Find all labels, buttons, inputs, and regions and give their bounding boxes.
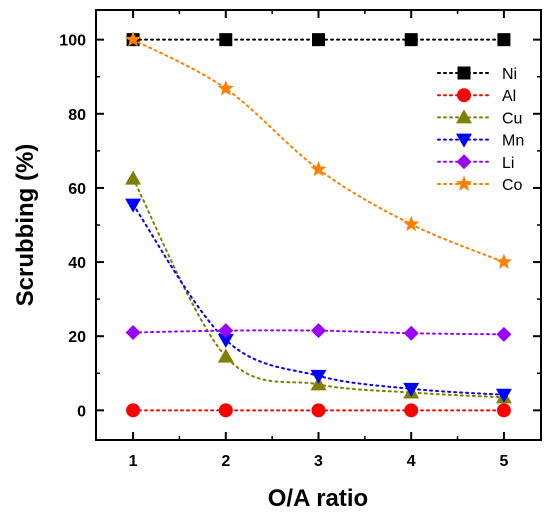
data-point-co xyxy=(125,31,142,47)
data-point-ni xyxy=(219,33,233,47)
y-tick-label: 0 xyxy=(77,403,86,420)
data-point-co xyxy=(495,253,512,269)
legend-marker-co xyxy=(455,175,473,191)
data-point-co xyxy=(310,160,327,177)
data-point-ni xyxy=(497,33,511,47)
data-point-li xyxy=(125,325,141,340)
data-point-mn xyxy=(310,369,327,384)
y-tick-label: 40 xyxy=(68,255,86,272)
data-point-co xyxy=(403,215,420,232)
series-line-cu xyxy=(132,177,505,399)
data-point-cu xyxy=(125,170,142,185)
x-tick-label: 1 xyxy=(129,453,138,470)
data-point-li xyxy=(403,325,419,341)
legend-label-co: Co xyxy=(502,177,523,194)
y-tick-label: 80 xyxy=(68,107,86,124)
data-point-ni xyxy=(404,33,418,47)
data-point-al xyxy=(311,403,326,418)
y-tick-label: 100 xyxy=(59,33,86,50)
x-tick-label: 2 xyxy=(221,453,230,470)
legend-label-mn: Mn xyxy=(502,133,524,150)
legend-label-li: Li xyxy=(502,155,514,172)
legend-marker-mn xyxy=(456,133,472,148)
x-axis-title: O/A ratio xyxy=(268,485,368,512)
data-point-ni xyxy=(312,33,325,47)
data-point-al xyxy=(496,403,511,418)
data-point-al xyxy=(126,403,141,418)
x-tick-label: 3 xyxy=(314,453,323,470)
legend-marker-al xyxy=(457,88,471,103)
data-point-mn xyxy=(125,198,142,213)
y-axis-title: Scrubbing (%) xyxy=(12,144,39,307)
data-point-mn xyxy=(217,333,234,348)
x-tick-label: 5 xyxy=(499,453,508,470)
x-tick-label: 4 xyxy=(407,453,416,470)
legend-label-cu: Cu xyxy=(502,110,522,127)
data-point-li xyxy=(218,323,234,339)
legend-label-ni: Ni xyxy=(502,66,517,83)
legend-marker-li xyxy=(456,154,472,170)
data-point-mn xyxy=(403,382,420,397)
series-line-mn xyxy=(132,203,505,396)
series-line-co xyxy=(132,38,505,264)
data-point-li xyxy=(311,323,326,339)
data-point-li xyxy=(496,326,512,342)
data-point-al xyxy=(404,403,419,418)
data-point-mn xyxy=(495,388,512,403)
legend-marker-cu xyxy=(456,109,472,124)
data-point-co xyxy=(217,80,234,96)
data-point-al xyxy=(218,403,233,418)
data-point-cu xyxy=(217,348,234,363)
y-tick-label: 20 xyxy=(68,329,86,346)
legend-label-al: Al xyxy=(502,88,516,105)
legend-marker-ni xyxy=(457,66,471,80)
y-tick-label: 60 xyxy=(68,181,86,198)
